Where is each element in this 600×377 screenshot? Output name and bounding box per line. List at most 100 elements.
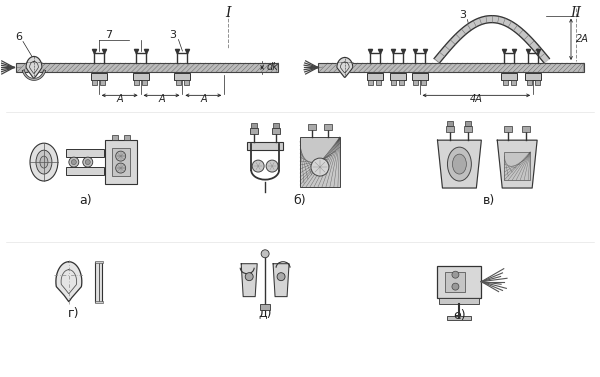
Text: II: II (571, 6, 581, 20)
Bar (324, 124, 332, 130)
Bar (389, 73, 406, 80)
Text: 3: 3 (169, 29, 176, 40)
Ellipse shape (30, 143, 58, 181)
Bar (535, 80, 539, 85)
Text: I: I (226, 6, 231, 20)
Bar (522, 126, 530, 132)
Bar (100, 80, 105, 85)
Text: 2A: 2A (576, 34, 589, 44)
Bar (511, 80, 516, 85)
Circle shape (311, 158, 329, 176)
Ellipse shape (452, 154, 466, 174)
Bar (175, 73, 190, 80)
Circle shape (452, 271, 459, 278)
Circle shape (245, 273, 253, 280)
Text: б): б) (293, 194, 307, 207)
Bar (142, 80, 147, 85)
Bar (391, 80, 396, 85)
Bar (504, 126, 512, 132)
Bar (445, 272, 466, 292)
Bar (105, 140, 137, 184)
Bar (439, 297, 479, 303)
Bar (66, 167, 104, 175)
Bar (133, 73, 149, 80)
Bar (134, 80, 139, 85)
Bar (318, 63, 584, 72)
Bar (421, 80, 426, 85)
Circle shape (277, 273, 285, 280)
Ellipse shape (40, 156, 48, 168)
Bar (503, 80, 508, 85)
Bar (501, 73, 517, 80)
Bar (446, 126, 454, 132)
Text: а): а) (79, 194, 92, 207)
Bar (466, 121, 472, 126)
Text: 4A: 4A (470, 94, 483, 104)
Text: A: A (116, 94, 123, 104)
Bar (504, 152, 530, 180)
Ellipse shape (36, 150, 52, 174)
Polygon shape (337, 57, 353, 77)
Circle shape (261, 250, 269, 258)
Bar (95, 300, 103, 303)
Bar (124, 135, 130, 140)
Circle shape (116, 151, 125, 161)
Text: dk: dk (266, 63, 278, 72)
Circle shape (85, 159, 90, 165)
Bar (412, 73, 428, 80)
Bar (300, 137, 340, 187)
Bar (16, 63, 278, 72)
Circle shape (83, 157, 93, 167)
Polygon shape (497, 140, 537, 188)
Circle shape (266, 160, 278, 172)
Polygon shape (273, 264, 289, 297)
Ellipse shape (448, 147, 472, 181)
Bar (250, 128, 258, 134)
Bar (273, 123, 279, 128)
Bar (308, 124, 316, 130)
Circle shape (71, 159, 76, 165)
Bar (176, 80, 181, 85)
Text: д): д) (259, 307, 272, 320)
Circle shape (252, 160, 264, 172)
Text: A: A (158, 94, 165, 104)
Bar (376, 80, 381, 85)
Bar (184, 80, 189, 85)
Bar (437, 266, 481, 297)
Bar (448, 316, 472, 320)
Text: г): г) (68, 307, 80, 320)
Text: A: A (200, 94, 206, 104)
Bar (367, 73, 383, 80)
Bar (413, 80, 418, 85)
Bar (247, 142, 283, 150)
Polygon shape (437, 140, 481, 188)
Text: 6: 6 (15, 32, 22, 41)
Bar (368, 80, 373, 85)
Bar (272, 128, 280, 134)
Bar (112, 148, 130, 176)
Circle shape (116, 163, 125, 173)
Bar (464, 126, 472, 132)
Polygon shape (241, 264, 257, 297)
Bar (525, 73, 541, 80)
Polygon shape (434, 15, 550, 63)
Bar (251, 123, 257, 128)
Bar (92, 80, 97, 85)
Bar (112, 135, 118, 140)
Text: 3: 3 (460, 10, 466, 20)
Text: е): е) (453, 308, 466, 322)
Text: в): в) (483, 194, 496, 207)
Bar (260, 303, 270, 310)
Polygon shape (56, 262, 82, 302)
Bar (95, 262, 102, 302)
Circle shape (452, 283, 459, 290)
Circle shape (69, 157, 79, 167)
Text: 7: 7 (105, 29, 112, 40)
Bar (399, 80, 404, 85)
Bar (95, 261, 103, 263)
Bar (527, 80, 532, 85)
Bar (66, 149, 104, 157)
Bar (448, 121, 454, 126)
Polygon shape (26, 57, 42, 78)
Bar (91, 73, 107, 80)
